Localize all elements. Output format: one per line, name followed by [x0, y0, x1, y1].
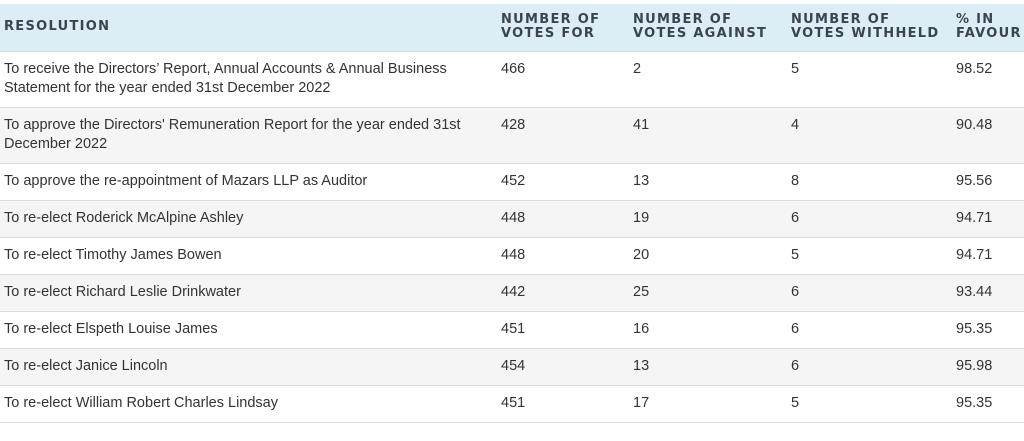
pct-favour-cell: 94.71	[952, 200, 1024, 238]
header-pct-favour: % IN FAVOUR	[952, 4, 1024, 52]
votes-against-cell: 16	[629, 311, 787, 349]
header-pct-favour-line1: % IN	[956, 12, 995, 28]
voting-results-table: RESOLUTION NUMBER OF VOTES FOR NUMBER OF…	[0, 4, 1024, 423]
table-row: To re-elect Janice Lincoln 454 13 6 95.9…	[0, 348, 1024, 386]
table-row: To re-elect Elspeth Louise James 451 16 …	[0, 311, 1024, 349]
votes-against-cell: 25	[629, 274, 787, 312]
votes-for-cell: 451	[497, 311, 629, 349]
table-header-row: RESOLUTION NUMBER OF VOTES FOR NUMBER OF…	[0, 4, 1024, 52]
votes-withheld-cell: 5	[787, 385, 952, 423]
votes-against-cell: 2	[629, 51, 787, 108]
table-row: To re-elect Roderick McAlpine Ashley 448…	[0, 200, 1024, 238]
header-votes-withheld-line2: VOTES WITHHELD	[791, 26, 940, 42]
table-row: To re-elect Timothy James Bowen 448 20 5…	[0, 237, 1024, 275]
pct-favour-cell: 95.35	[952, 311, 1024, 349]
resolution-cell: To receive the Directors’ Report, Annual…	[0, 51, 497, 108]
pct-favour-cell: 94.71	[952, 237, 1024, 275]
header-votes-for-line1: NUMBER OF	[501, 12, 601, 28]
header-votes-for-line2: VOTES FOR	[501, 26, 596, 42]
header-votes-for: NUMBER OF VOTES FOR	[497, 4, 629, 52]
header-resolution-label: RESOLUTION	[4, 19, 111, 35]
pct-favour-cell: 90.48	[952, 107, 1024, 164]
header-votes-against: NUMBER OF VOTES AGAINST	[629, 4, 787, 52]
header-resolution: RESOLUTION	[0, 4, 497, 52]
votes-withheld-cell: 8	[787, 163, 952, 201]
header-pct-favour-line2: FAVOUR	[956, 26, 1022, 42]
pct-favour-cell: 95.56	[952, 163, 1024, 201]
resolution-cell: To re-elect William Robert Charles Linds…	[0, 385, 497, 423]
votes-for-cell: 428	[497, 107, 629, 164]
votes-for-cell: 442	[497, 274, 629, 312]
votes-against-cell: 19	[629, 200, 787, 238]
votes-for-cell: 448	[497, 237, 629, 275]
table-row: To re-elect Richard Leslie Drinkwater 44…	[0, 274, 1024, 312]
pct-favour-cell: 98.52	[952, 51, 1024, 108]
resolution-cell: To re-elect Elspeth Louise James	[0, 311, 497, 349]
votes-for-cell: 448	[497, 200, 629, 238]
header-votes-against-line2: VOTES AGAINST	[633, 26, 768, 42]
votes-withheld-cell: 5	[787, 237, 952, 275]
resolution-cell: To approve the re-appointment of Mazars …	[0, 163, 497, 201]
resolution-cell: To re-elect Timothy James Bowen	[0, 237, 497, 275]
header-votes-withheld-line1: NUMBER OF	[791, 12, 891, 28]
votes-for-cell: 454	[497, 348, 629, 386]
pct-favour-cell: 95.98	[952, 348, 1024, 386]
votes-withheld-cell: 6	[787, 348, 952, 386]
resolution-cell: To re-elect Janice Lincoln	[0, 348, 497, 386]
votes-against-cell: 17	[629, 385, 787, 423]
votes-for-cell: 451	[497, 385, 629, 423]
votes-for-cell: 466	[497, 51, 629, 108]
votes-withheld-cell: 4	[787, 107, 952, 164]
resolution-cell: To approve the Directors' Remuneration R…	[0, 107, 497, 164]
table-row: To approve the Directors' Remuneration R…	[0, 107, 1024, 164]
pct-favour-cell: 95.35	[952, 385, 1024, 423]
header-votes-withheld: NUMBER OF VOTES WITHHELD	[787, 4, 952, 52]
table-row: To re-elect William Robert Charles Linds…	[0, 385, 1024, 423]
resolution-cell: To re-elect Richard Leslie Drinkwater	[0, 274, 497, 312]
header-votes-against-line1: NUMBER OF	[633, 12, 733, 28]
table-row: To receive the Directors’ Report, Annual…	[0, 51, 1024, 108]
votes-against-cell: 13	[629, 163, 787, 201]
votes-withheld-cell: 6	[787, 311, 952, 349]
votes-withheld-cell: 5	[787, 51, 952, 108]
resolution-cell: To re-elect Roderick McAlpine Ashley	[0, 200, 497, 238]
votes-against-cell: 41	[629, 107, 787, 164]
pct-favour-cell: 93.44	[952, 274, 1024, 312]
votes-for-cell: 452	[497, 163, 629, 201]
table-row: To approve the re-appointment of Mazars …	[0, 163, 1024, 201]
votes-withheld-cell: 6	[787, 200, 952, 238]
votes-against-cell: 13	[629, 348, 787, 386]
votes-withheld-cell: 6	[787, 274, 952, 312]
votes-against-cell: 20	[629, 237, 787, 275]
